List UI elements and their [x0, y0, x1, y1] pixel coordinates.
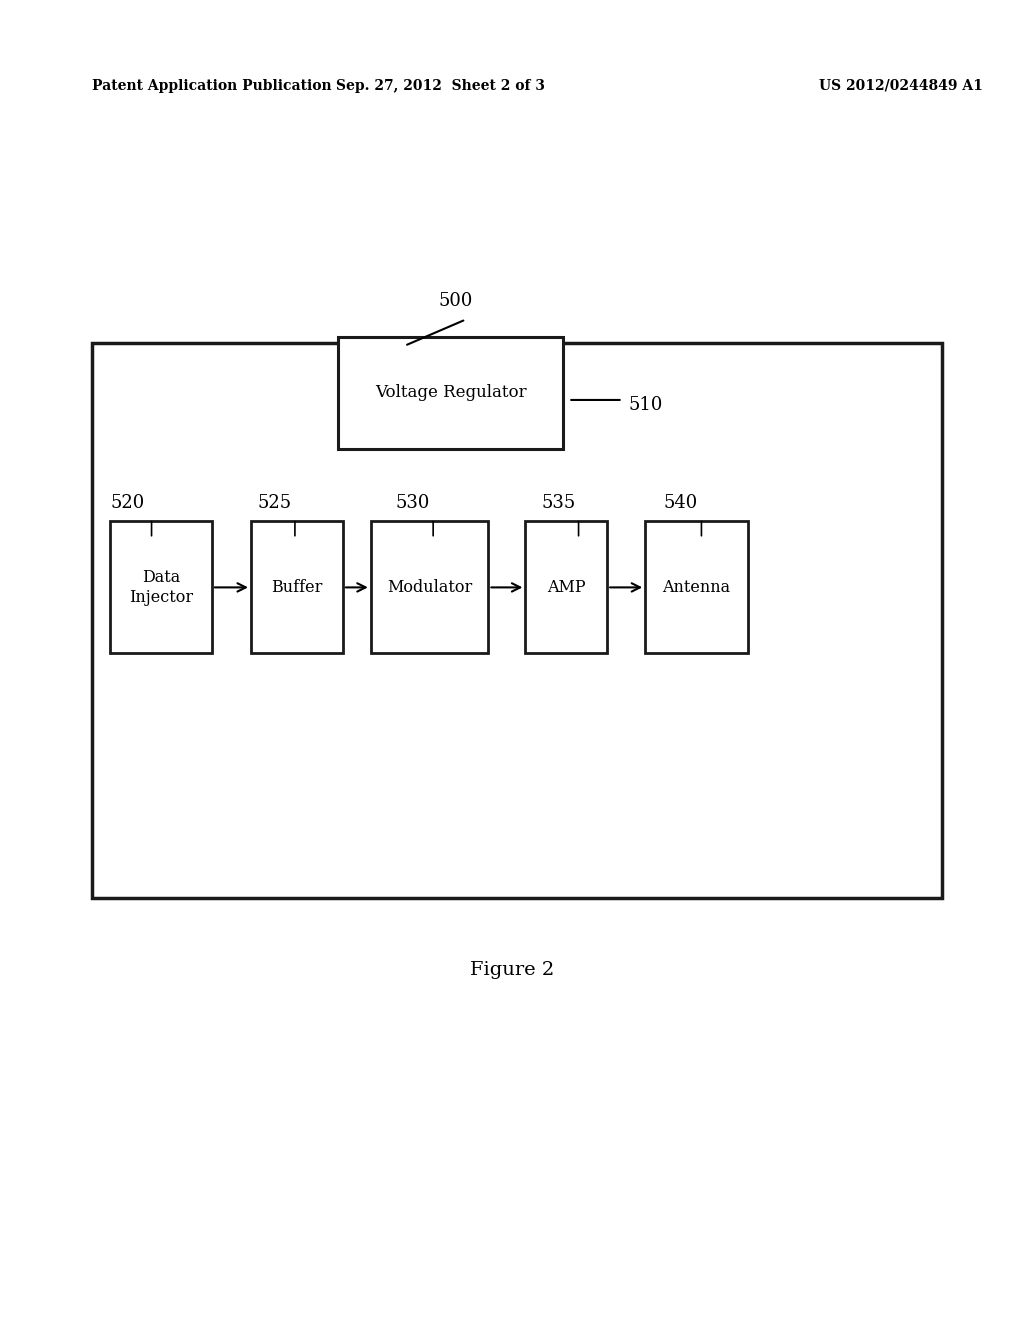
Text: Buffer: Buffer — [271, 579, 323, 595]
Text: 520: 520 — [111, 494, 145, 512]
FancyBboxPatch shape — [110, 521, 212, 653]
Text: 525: 525 — [257, 494, 292, 512]
Text: Data
Injector: Data Injector — [129, 569, 193, 606]
Text: 535: 535 — [542, 494, 577, 512]
Text: 540: 540 — [664, 494, 698, 512]
FancyBboxPatch shape — [338, 337, 563, 449]
Text: Modulator: Modulator — [387, 579, 472, 595]
Text: 530: 530 — [395, 494, 430, 512]
Text: US 2012/0244849 A1: US 2012/0244849 A1 — [819, 79, 983, 92]
Text: 510: 510 — [629, 396, 664, 414]
Text: Figure 2: Figure 2 — [470, 961, 554, 979]
Text: Antenna: Antenna — [663, 579, 730, 595]
Text: Sep. 27, 2012  Sheet 2 of 3: Sep. 27, 2012 Sheet 2 of 3 — [336, 79, 545, 92]
Text: Voltage Regulator: Voltage Regulator — [375, 384, 526, 401]
Text: Patent Application Publication: Patent Application Publication — [92, 79, 332, 92]
FancyBboxPatch shape — [371, 521, 488, 653]
FancyBboxPatch shape — [525, 521, 607, 653]
Text: AMP: AMP — [547, 579, 586, 595]
FancyBboxPatch shape — [251, 521, 343, 653]
Text: 500: 500 — [438, 292, 473, 310]
FancyBboxPatch shape — [92, 343, 942, 898]
FancyBboxPatch shape — [645, 521, 748, 653]
